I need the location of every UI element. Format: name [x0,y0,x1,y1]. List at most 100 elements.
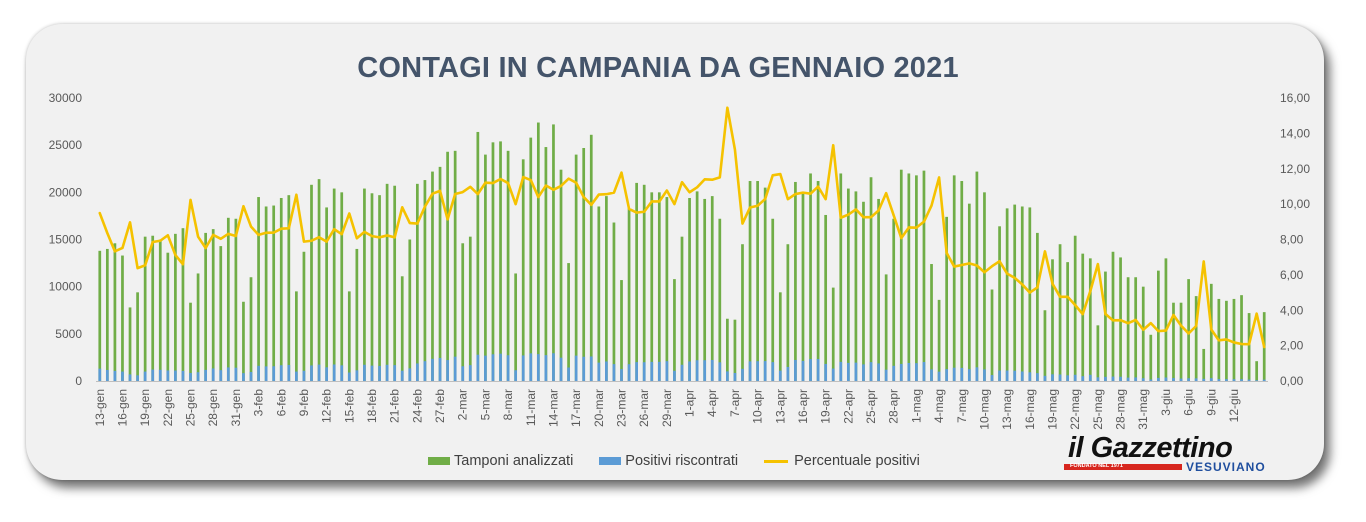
bar-tamponi [1202,348,1206,381]
legend-item-percentuale: Percentuale positivi [764,453,920,469]
bar-positivi [824,363,828,381]
bar-tamponi [975,171,979,381]
bar-tamponi [121,255,124,381]
bar-positivi [1187,378,1190,381]
bar-tamponi [408,239,412,381]
bar-positivi [189,372,192,381]
bar-positivi [98,368,102,381]
x-tick-label: 25-apr [864,389,878,424]
bar-positivi [514,370,518,381]
bar-positivi [385,364,389,381]
bar-positivi [453,356,457,381]
bar-positivi [204,369,207,381]
bar-positivi [846,362,850,381]
bar-positivi [899,363,903,381]
bar-tamponi [778,292,782,381]
bar-positivi [1141,378,1145,381]
bar-tamponi [1096,325,1100,381]
bar-positivi [1028,372,1032,381]
bar-tamponi [529,137,533,381]
bar-tamponi [1187,279,1190,381]
bar-tamponi [347,291,351,381]
bar-tamponi [907,173,911,381]
bar-tamponi [1232,298,1236,381]
bar-tamponi [181,228,185,381]
bar-tamponi [967,203,971,381]
bar-tamponi [1179,302,1183,381]
bar-positivi [1058,374,1062,381]
bar-tamponi [756,181,759,381]
bar-positivi [597,362,601,381]
bar-tamponi [1172,302,1175,381]
bar-tamponi [990,289,994,381]
bar-positivi [1119,376,1122,381]
bar-tamponi [862,201,865,381]
y-right-tick-label: 8,00 [1280,233,1304,247]
bar-tamponi [264,206,268,381]
bar-tamponi [1134,277,1138,381]
bar-tamponi [423,180,427,381]
x-tick-label: 15-feb [342,389,356,423]
bar-tamponi [809,173,812,381]
bar-tamponi [211,229,215,381]
bar-positivi [1262,379,1266,381]
bar-tamponi [158,239,162,381]
bar-positivi [1043,375,1047,381]
x-tick-label: 25-mag [1091,389,1105,430]
bar-positivi [544,355,548,381]
bar-positivi [627,364,631,381]
bar-tamponi [930,264,933,381]
bar-tamponi [1005,208,1009,381]
bar-positivi [718,362,722,381]
bar-tamponi [559,169,563,381]
bar-positivi [1081,376,1085,381]
bar-tamponi [204,232,207,381]
bar-positivi [506,355,510,381]
bar-positivi [635,362,638,381]
bar-positivi [657,361,661,381]
y-left-tick-label: 25000 [49,138,83,152]
bar-positivi [582,356,586,381]
bar-positivi [105,369,109,381]
bar-tamponi [370,193,374,381]
bar-tamponi [295,291,298,381]
x-tick-label: 7-apr [728,389,742,417]
bar-positivi [1209,378,1213,381]
x-tick-label: 18-feb [365,389,379,423]
bar-tamponi [726,318,729,381]
bar-positivi [937,371,941,381]
bar-tamponi [1240,295,1243,381]
bar-positivi [378,365,381,381]
x-tick-label: 10-mag [978,389,992,430]
bar-positivi [733,372,737,381]
chart-card [26,24,1324,480]
bar-positivi [915,363,918,381]
bar-tamponi [128,307,132,381]
bar-tamponi [650,192,654,381]
bar-tamponi [657,192,661,381]
bar-tamponi [499,141,502,381]
bar-positivi [695,360,699,381]
bar-positivi [763,361,767,381]
x-tick-label: 9-feb [297,389,311,417]
bar-tamponi [741,244,744,381]
bar-positivi [1225,379,1228,381]
bar-tamponi [612,222,616,381]
bar-positivi [211,368,215,381]
chart-title: CONTAGI IN CAMPANIA DA GENNAIO 2021 [357,52,959,84]
bar-positivi [234,367,238,381]
bar-positivi [831,368,835,381]
bar-tamponi [393,185,397,381]
bar-tamponi [1225,300,1228,381]
bar-positivi [113,370,117,381]
bar-tamponi [998,226,1001,381]
bar-positivi [415,363,419,381]
bar-tamponi [1141,286,1145,381]
bar-positivi [998,370,1001,381]
bar-positivi [468,365,472,381]
bar-tamponi [536,122,540,381]
bar-tamponi [1194,296,1198,381]
bar-positivi [121,371,124,381]
bar-positivi [310,365,313,381]
